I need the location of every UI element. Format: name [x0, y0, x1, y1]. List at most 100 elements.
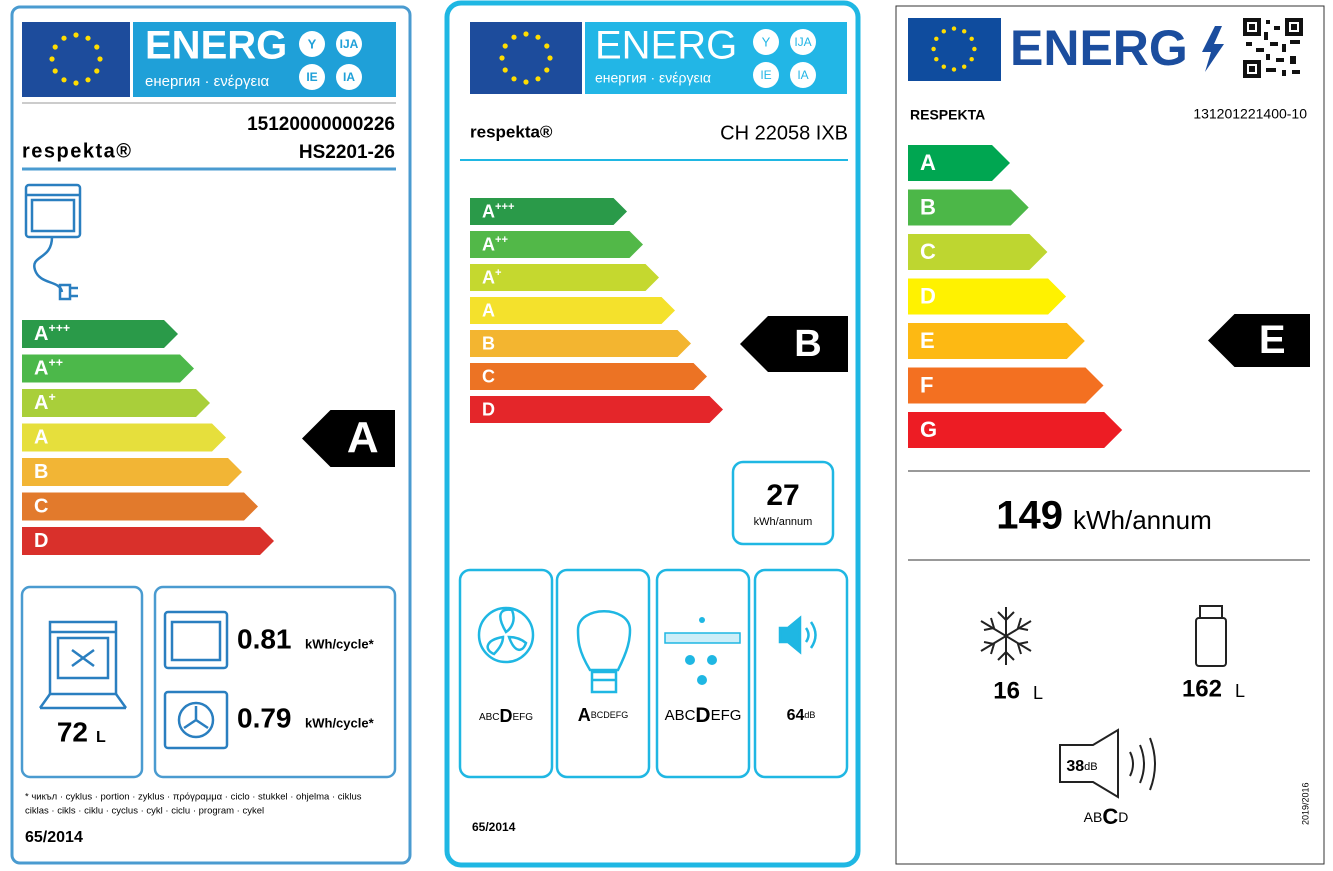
languages: енергия · ενέργεια [595, 70, 711, 86]
freezer-unit: L [1033, 683, 1043, 703]
ean: 15120000000226 [247, 114, 395, 135]
fridge-value: 162 [1182, 675, 1222, 702]
class-arrow [908, 234, 1048, 270]
class-label: D [920, 283, 936, 308]
class-label: A [34, 427, 48, 449]
class-arrow [908, 367, 1104, 404]
annual-unit: kWh/annum [754, 516, 813, 528]
rating-label: E [1259, 318, 1286, 362]
regulation: 2019/2016 [1300, 782, 1310, 825]
class-arrow [908, 189, 1029, 226]
light-class: ABCDEFG [578, 705, 629, 725]
class-label: A+ [482, 267, 502, 287]
model: CH 22058 IXB [720, 122, 848, 144]
consumption-value: 0.81 [237, 623, 292, 654]
class-label: C [34, 496, 48, 518]
fridge-unit: L [1235, 681, 1245, 701]
class-label: A [482, 300, 495, 320]
noise-value: 38dB [1066, 758, 1097, 775]
annual-unit: kWh/annum [1073, 505, 1212, 535]
energy-word: ENERG [595, 24, 737, 68]
class-arrow [908, 278, 1067, 315]
brand: RESPEKTA [910, 107, 985, 123]
class-label: F [920, 372, 933, 397]
class-arrow [908, 145, 1010, 181]
rating-arrow [740, 316, 848, 372]
rating-arrow [302, 410, 395, 467]
class-label: A [920, 150, 936, 175]
class-arrow [470, 264, 659, 291]
qr-code [1243, 18, 1303, 78]
class-arrow [22, 458, 242, 486]
volume-unit: L [96, 729, 106, 746]
model: HS2201-26 [299, 142, 395, 163]
consumption-unit: kWh/cycle* [305, 715, 375, 730]
consumption-unit: kWh/cycle* [305, 636, 375, 651]
lang-code: IA [797, 68, 808, 82]
class-label: A++ [482, 234, 509, 254]
oven-icon [24, 183, 82, 301]
lang-code: IA [343, 70, 355, 84]
class-label: A+++ [34, 321, 70, 345]
volume-value: 72 [57, 716, 88, 747]
noise-class: ABCD [1084, 804, 1129, 829]
footnote: * чикъл · cyklus · portion · zyklus · πρ… [25, 792, 362, 803]
class-arrow [470, 396, 723, 423]
class-arrow [22, 389, 210, 417]
oven-icon [38, 620, 128, 710]
freezer-value: 16 [993, 677, 1020, 704]
class-arrow [470, 330, 691, 357]
class-arrow [470, 231, 643, 258]
languages: енергия · ενέργεια [145, 73, 270, 90]
lang-code: IJA [340, 37, 359, 51]
class-label: B [34, 461, 48, 483]
class-arrow [22, 527, 274, 555]
light-icon [576, 610, 632, 694]
class-label: B [920, 194, 936, 219]
filter-class: ABCDEFG [665, 704, 742, 727]
rating-label: B [794, 323, 821, 365]
class-label: D [34, 530, 48, 552]
energy-word: ENERG [1010, 20, 1188, 76]
rating-arrow [1208, 314, 1310, 367]
class-arrow [470, 297, 675, 324]
class-arrow [22, 320, 178, 348]
lang-code: IE [760, 68, 771, 82]
class-label: E [920, 328, 935, 353]
class-label: A++ [34, 356, 63, 380]
fan-icon [477, 606, 535, 664]
fridge-icon [1195, 605, 1227, 667]
class-arrow [470, 363, 707, 390]
snowflake-icon [980, 607, 1032, 665]
regulation: 65/2014 [25, 829, 83, 846]
lang-code: Y [308, 36, 317, 51]
class-label: D [482, 399, 495, 419]
class-arrow [908, 323, 1085, 359]
brand: respekta® [22, 140, 133, 162]
noise-value: 64dB [787, 707, 816, 724]
lang-code: IJA [794, 35, 811, 49]
consumption-value: 0.79 [237, 702, 292, 733]
model: 131201221400-10 [1193, 106, 1307, 122]
class-label: C [920, 239, 936, 264]
noise-icon [778, 615, 817, 655]
class-label: B [482, 333, 495, 353]
rating-label: A [347, 413, 379, 462]
class-label: A+ [34, 390, 56, 414]
class-label: C [482, 366, 495, 386]
class-label: A+++ [482, 201, 515, 221]
hood-label: ENERG енергия · ενέργεια Y IJA IE IA res… [444, 0, 861, 868]
class-arrow [908, 412, 1123, 448]
annual-value: 27 [766, 479, 799, 512]
noise-icon [1059, 728, 1156, 799]
lang-code: IE [306, 70, 317, 84]
lang-code: Y [762, 34, 771, 49]
program-icon [163, 610, 229, 750]
class-arrow [470, 198, 627, 225]
class-label: G [920, 417, 937, 442]
filter-icon [664, 617, 741, 685]
